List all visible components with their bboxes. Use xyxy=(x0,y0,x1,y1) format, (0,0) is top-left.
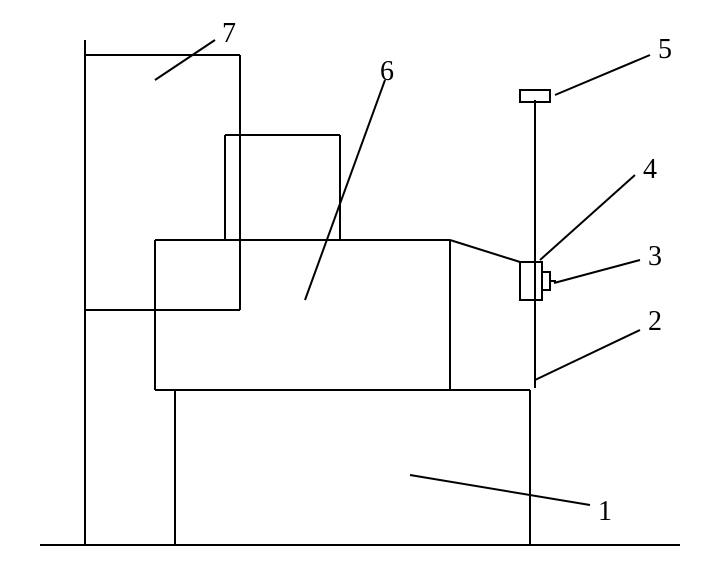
leader-l2 xyxy=(535,330,640,380)
label-l2: 2 xyxy=(648,306,662,337)
leader-l4 xyxy=(540,175,635,260)
label-l4: 4 xyxy=(643,154,657,185)
leader-l3 xyxy=(554,260,640,283)
label-l3: 3 xyxy=(648,241,662,272)
leader-l6 xyxy=(305,80,385,300)
leader-l7 xyxy=(155,40,215,80)
leader-l5 xyxy=(555,55,650,95)
label-l7: 7 xyxy=(222,18,236,49)
label-l1: 1 xyxy=(598,496,612,527)
label-l6: 6 xyxy=(380,56,394,87)
component-3-inner xyxy=(542,272,550,290)
label-l5: 5 xyxy=(658,34,672,65)
component-3-outer xyxy=(520,262,542,300)
connector-6-to-3 xyxy=(450,240,520,262)
leader-l1 xyxy=(410,475,590,505)
